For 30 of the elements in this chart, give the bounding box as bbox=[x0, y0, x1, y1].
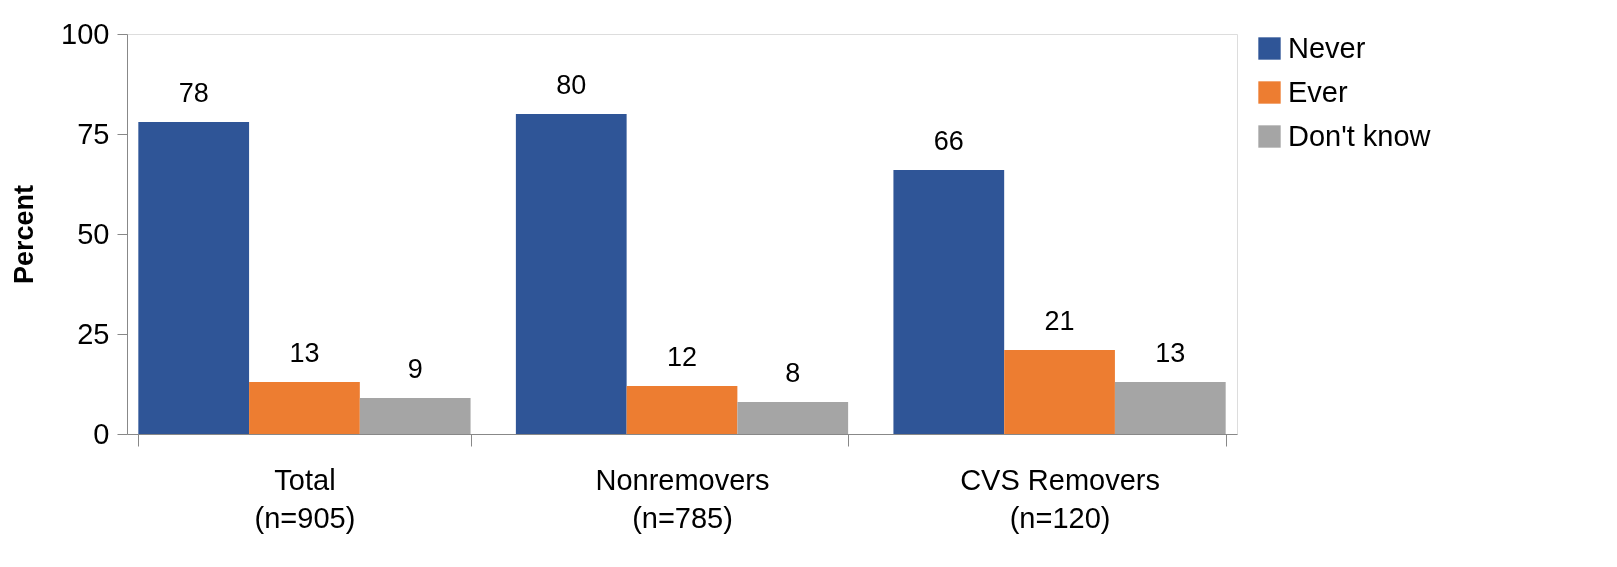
bar bbox=[893, 170, 1005, 434]
x-tick-label: Nonremovers (n=785) bbox=[595, 463, 770, 534]
bar bbox=[737, 402, 849, 434]
y-axis-title: Percent bbox=[9, 184, 40, 285]
y-tick-label: 75 bbox=[77, 117, 110, 150]
legend-label: Don't know bbox=[1288, 119, 1432, 152]
legend-label: Ever bbox=[1288, 75, 1348, 108]
y-tick-label: 50 bbox=[77, 217, 110, 250]
data-label: 8 bbox=[785, 358, 801, 388]
data-label: 21 bbox=[1044, 306, 1075, 336]
x-tick-label: CVS Removers (n=120) bbox=[960, 463, 1160, 534]
data-label: 13 bbox=[1155, 338, 1186, 368]
data-label: 66 bbox=[933, 126, 964, 156]
y-tick-label: 0 bbox=[93, 417, 110, 450]
y-tick-label: 25 bbox=[77, 317, 110, 350]
bar bbox=[359, 398, 471, 434]
data-label: 12 bbox=[666, 342, 698, 372]
data-label: 9 bbox=[407, 354, 423, 384]
bar bbox=[515, 114, 627, 434]
legend-label: Never bbox=[1288, 31, 1366, 64]
data-label: 78 bbox=[178, 78, 209, 108]
bar bbox=[138, 122, 250, 434]
data-label: 80 bbox=[556, 70, 587, 100]
bar bbox=[626, 386, 738, 434]
x-tick-label: Total (n=905) bbox=[254, 463, 356, 534]
y-tick-label: 100 bbox=[61, 17, 110, 50]
bar bbox=[1114, 382, 1226, 434]
bar bbox=[249, 382, 360, 434]
data-label: 13 bbox=[289, 338, 320, 368]
bar bbox=[1004, 350, 1115, 434]
